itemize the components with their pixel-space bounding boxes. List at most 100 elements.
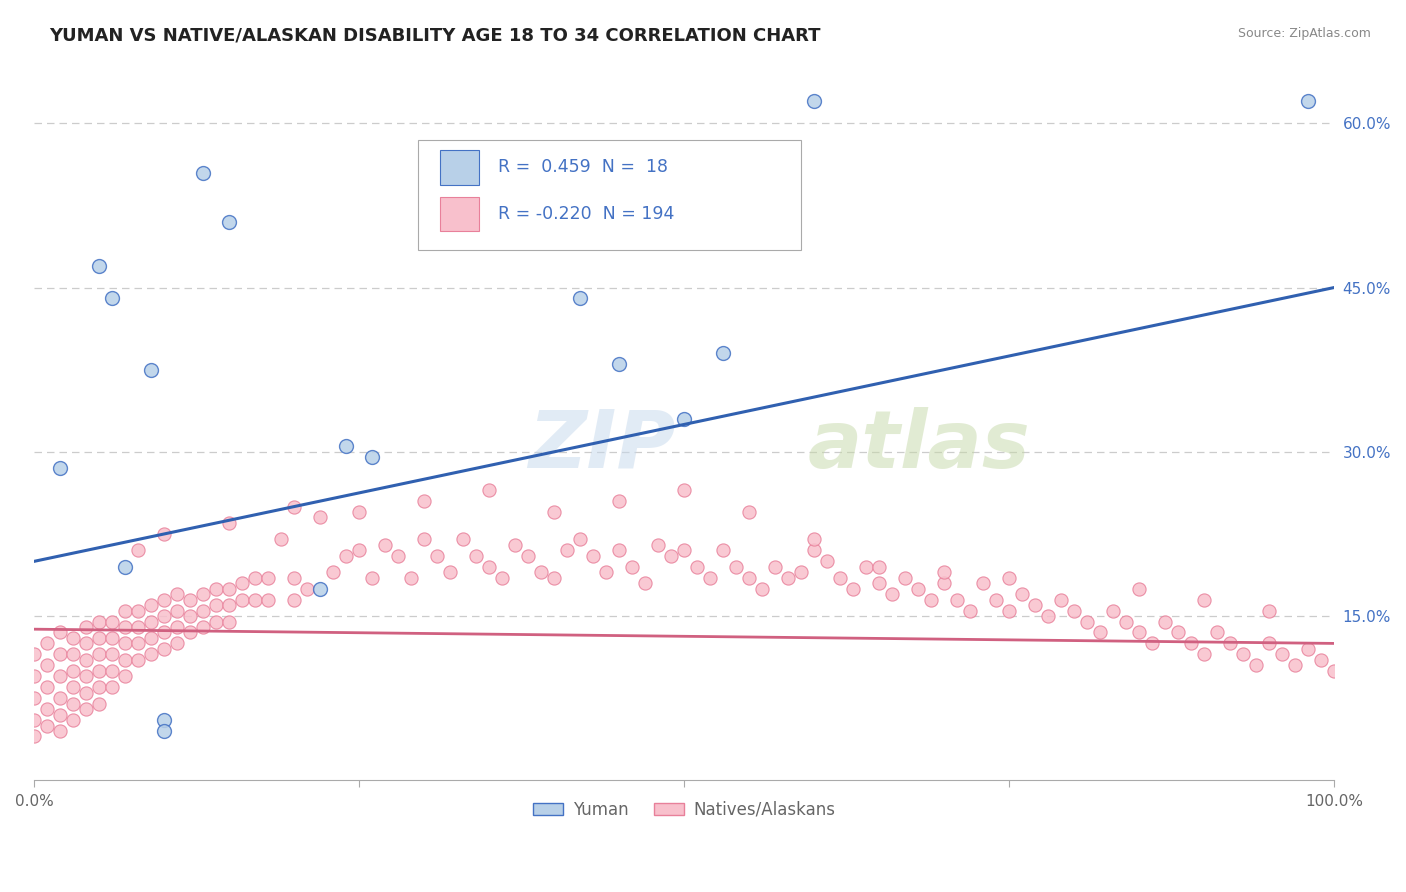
Point <box>621 559 644 574</box>
Point <box>179 609 201 624</box>
Point <box>309 510 332 524</box>
Point <box>711 543 734 558</box>
Point <box>193 603 215 617</box>
Point <box>763 559 786 574</box>
Point <box>517 549 540 563</box>
Point <box>245 571 267 585</box>
Point <box>37 636 59 650</box>
Point <box>193 165 215 179</box>
Point <box>205 582 228 596</box>
Point <box>114 603 136 617</box>
Point <box>89 631 111 645</box>
Point <box>659 549 682 563</box>
Point <box>1296 641 1319 656</box>
Point <box>699 571 721 585</box>
Text: R = -0.220  N = 194: R = -0.220 N = 194 <box>498 205 675 223</box>
Point <box>89 615 111 629</box>
Point <box>413 494 436 508</box>
Point <box>62 697 84 711</box>
Point <box>75 653 97 667</box>
Point <box>1180 636 1202 650</box>
Point <box>465 549 488 563</box>
Point <box>1206 625 1229 640</box>
Point <box>166 636 188 650</box>
Point <box>439 566 461 580</box>
Point <box>1063 603 1085 617</box>
Point <box>607 543 630 558</box>
Point <box>114 653 136 667</box>
Point <box>1115 615 1137 629</box>
Point <box>361 571 384 585</box>
Point <box>1258 636 1281 650</box>
Point <box>855 559 877 574</box>
Point <box>1038 609 1060 624</box>
Point <box>231 576 253 591</box>
Point <box>179 625 201 640</box>
Point <box>75 669 97 683</box>
Point <box>127 543 149 558</box>
Point <box>569 292 592 306</box>
Point <box>283 592 305 607</box>
Point <box>607 494 630 508</box>
Point <box>934 566 956 580</box>
Point <box>907 582 929 596</box>
Point <box>998 571 1021 585</box>
Point <box>803 95 825 109</box>
Point <box>607 357 630 371</box>
Point <box>49 625 72 640</box>
Text: atlas: atlas <box>808 407 1031 484</box>
Point <box>894 571 917 585</box>
Point <box>89 664 111 678</box>
Point <box>972 576 994 591</box>
Bar <box>440 151 479 185</box>
Point <box>166 620 188 634</box>
Point <box>22 648 45 662</box>
Point <box>89 648 111 662</box>
Point <box>22 669 45 683</box>
Point <box>114 620 136 634</box>
Point <box>803 543 825 558</box>
Point <box>257 592 280 607</box>
Point <box>205 598 228 612</box>
Point <box>1271 648 1294 662</box>
Point <box>153 724 176 739</box>
Point <box>882 587 904 601</box>
Point <box>1024 598 1046 612</box>
Point <box>349 543 371 558</box>
Point <box>1192 592 1215 607</box>
Point <box>114 559 136 574</box>
Point <box>361 450 384 465</box>
Point <box>114 636 136 650</box>
Point <box>1192 648 1215 662</box>
Point <box>491 571 513 585</box>
Point <box>738 571 761 585</box>
Point <box>673 412 696 426</box>
Point <box>634 576 657 591</box>
Point <box>114 669 136 683</box>
Point <box>1244 658 1267 673</box>
Point <box>738 505 761 519</box>
Point <box>193 620 215 634</box>
Point <box>725 559 748 574</box>
Point <box>62 631 84 645</box>
Point <box>49 461 72 475</box>
Point <box>22 713 45 727</box>
Point <box>245 592 267 607</box>
Point <box>934 576 956 591</box>
Point <box>751 582 773 596</box>
Point <box>153 625 176 640</box>
Text: YUMAN VS NATIVE/ALASKAN DISABILITY AGE 18 TO 34 CORRELATION CHART: YUMAN VS NATIVE/ALASKAN DISABILITY AGE 1… <box>49 27 821 45</box>
Point <box>62 680 84 694</box>
Point <box>778 571 800 585</box>
Point <box>803 533 825 547</box>
Point <box>868 576 890 591</box>
Point <box>1167 625 1189 640</box>
Point <box>374 538 396 552</box>
Point <box>37 702 59 716</box>
Point <box>101 631 124 645</box>
Point <box>141 362 163 376</box>
Point <box>89 680 111 694</box>
Point <box>141 648 163 662</box>
Point <box>1128 625 1150 640</box>
Point <box>790 566 813 580</box>
